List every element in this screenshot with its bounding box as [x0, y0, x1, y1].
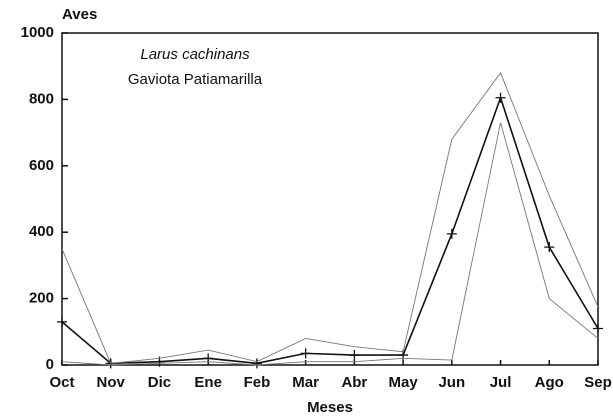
x-tick-label: Sep: [584, 374, 612, 391]
plot-frame: [61, 32, 599, 366]
point-marker: [593, 323, 603, 334]
x-tick-label: Nov: [97, 374, 126, 391]
series-line: [61, 95, 599, 365]
x-tick-label: Dic: [148, 374, 171, 391]
point-marker: [349, 350, 360, 361]
series-line: [61, 122, 599, 366]
y-tick-label: 0: [46, 356, 54, 373]
annotation: Larus cachinans: [140, 46, 250, 63]
y-axis-label: Aves: [62, 6, 97, 23]
point-marker: [251, 358, 262, 369]
y-tick-label: 600: [29, 157, 54, 174]
x-tick-label: Ago: [535, 374, 564, 391]
x-axis-label: Meses: [307, 399, 353, 416]
x-tick-label: Jul: [490, 374, 512, 391]
annotation: Gaviota Patiamarilla: [128, 71, 263, 88]
x-tick-label: Jun: [438, 374, 465, 391]
y-tick-label: 200: [29, 290, 54, 307]
x-tick-label: Mar: [292, 374, 319, 391]
x-tick-label: Feb: [244, 374, 271, 391]
point-marker: [300, 348, 311, 359]
point-marker: [446, 228, 457, 239]
y-tick-label: 1000: [21, 24, 54, 41]
x-tick-label: Ene: [194, 374, 222, 391]
series-line: [61, 71, 599, 364]
point-marker: [495, 92, 506, 103]
x-tick-label: Oct: [49, 374, 74, 391]
x-tick-label: May: [388, 374, 418, 391]
x-tick-label: Abr: [341, 374, 367, 391]
y-tick-label: 800: [29, 90, 54, 107]
point-marker: [544, 242, 555, 253]
y-tick-label: 400: [29, 223, 54, 240]
point-marker: [57, 316, 67, 327]
